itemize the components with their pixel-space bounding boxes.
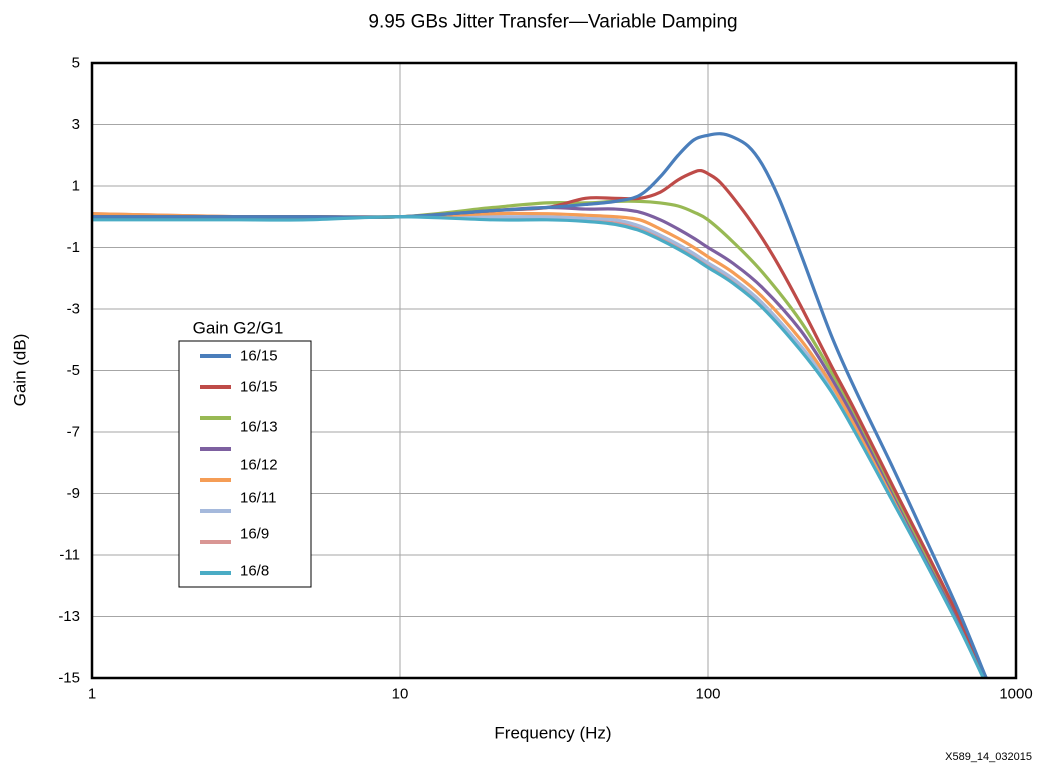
- y-tick-label: -1: [67, 239, 80, 256]
- x-tick-label: 10: [392, 686, 409, 703]
- legend-label: 16/9: [240, 526, 269, 543]
- legend-label: 16/13: [240, 419, 278, 436]
- legend-label: 16/12: [240, 457, 278, 474]
- series-layer: [92, 132, 988, 678]
- legend-title: Gain G2/G1: [193, 319, 284, 338]
- series-line-16-15: [92, 132, 988, 678]
- x-tick-label: 100: [695, 686, 720, 703]
- legend-items: 16/15 16/15 16/13 16/12 16/11 16/9 16/8: [200, 348, 278, 580]
- series-line-16-8: [92, 215, 986, 678]
- y-tick-label: -3: [67, 301, 80, 318]
- legend-label: 16/11: [240, 490, 276, 507]
- legend-label: 16/15: [240, 379, 278, 396]
- y-tick-label: -13: [58, 608, 80, 625]
- legend-box: [178, 340, 312, 588]
- legend-label: 16/8: [240, 563, 269, 580]
- y-tick-label: -9: [67, 485, 80, 502]
- x-axis-ticks: 1 10 100 1000: [88, 686, 1033, 703]
- y-tick-label: -11: [59, 547, 80, 564]
- x-tick-label: 1000: [999, 686, 1032, 703]
- y-tick-label: -5: [67, 362, 80, 379]
- y-tick-label: -15: [58, 670, 80, 687]
- y-tick-label: 1: [72, 178, 80, 195]
- figure-id: X589_14_032015: [945, 751, 1032, 763]
- legend-label: 16/15: [240, 348, 278, 365]
- plot-frame: [90, 61, 1018, 680]
- x-axis-label: Frequency (Hz): [494, 724, 611, 743]
- y-tick-label: 3: [72, 116, 80, 133]
- y-tick-label: 5: [72, 55, 80, 72]
- legend: Gain G2/G1 16/15 16/15 16/13 16/12 16/11 16/9…: [178, 319, 312, 588]
- chart-title: 9.95 GBs Jitter Transfer—Variable Dampin…: [368, 12, 737, 33]
- y-axis-label: Gain (dB): [11, 334, 30, 407]
- y-tick-label: -7: [67, 424, 80, 441]
- y-axis-ticks: 5 3 1 -1 -3 -5 -7 -9 -11 -13 -15: [58, 55, 80, 687]
- x-tick-label: 1: [88, 686, 96, 703]
